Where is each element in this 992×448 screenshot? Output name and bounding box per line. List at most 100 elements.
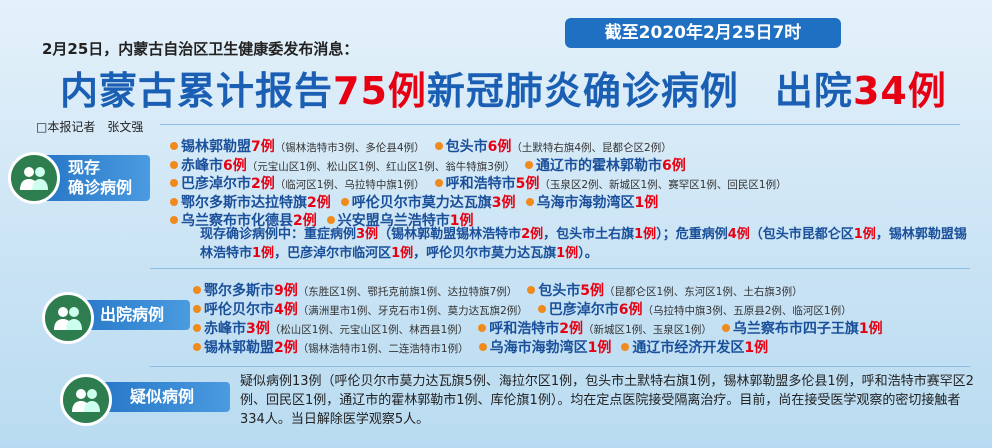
region-detail: （昆都仑区1例、东河区1例、土右旗3例） <box>604 286 803 298</box>
suspected-text: 疑似病例13例（呼伦贝尔市莫力达瓦旗5例、海拉尔区1例，包头市土默特右旗1例，锡… <box>240 374 974 427</box>
region-name: 锡林郭勒盟 <box>204 340 274 356</box>
region-name: 乌海市海勃湾区 <box>489 340 588 356</box>
item: 巴彦淖尔市6例（乌拉特中旗3例、五原县2例、临河区1例） <box>538 299 852 319</box>
case-count: 2例 <box>559 321 584 337</box>
case-count: 2例 <box>307 194 331 211</box>
region-detail: （乌拉特中旗3例、五原县2例、临河区1例） <box>642 305 852 317</box>
headline-text: 内蒙古累计报告 <box>60 69 334 113</box>
note-segment: 3例 <box>356 227 379 242</box>
region-name: 呼和浩特市 <box>445 176 516 192</box>
note-segment: ）。 <box>578 246 598 261</box>
note-segment: ，锡林郭勒盟锡林浩特市 <box>200 227 967 261</box>
case-count: 1例 <box>587 340 612 356</box>
item: 呼伦贝尔市4例（满洲里市1例、牙克石市1例、莫力达瓦旗2例） <box>193 299 528 319</box>
section-title-line: 确诊病例 <box>68 178 133 197</box>
intro: 2月25日，内蒙古自治区卫生健康委发布消息： <box>42 40 359 58</box>
region-name: 锡林郭勒盟 <box>181 139 251 155</box>
region-name: 呼和浩特市 <box>489 321 560 337</box>
headline-number: 34例 <box>852 69 947 113</box>
region-name: 巴彦淖尔市 <box>548 302 619 318</box>
note-segment: 4例 <box>727 227 750 242</box>
note-segment: 1例 <box>634 227 657 242</box>
item-row: 鄂尔多斯市达拉特旗2例 呼伦贝尔市莫力达瓦旗3例 乌海市海勃湾区1例 <box>170 192 668 212</box>
note-segment: 1例 <box>556 246 579 261</box>
people-icon <box>8 152 60 204</box>
case-count: 1例 <box>449 213 474 229</box>
item: 通辽市经济开发区1例 <box>621 337 768 357</box>
item: 通辽市的霍林郭勒市6例 <box>525 155 686 175</box>
note-segment: （包头市昆都仑区 <box>749 227 854 242</box>
note-segment: ，包头市土右旗 <box>543 227 635 242</box>
case-count: 3例 <box>246 321 270 337</box>
item: 包头市6例（土默特右旗4例、昆都仑区2例） <box>435 136 672 156</box>
item: 兴安盟乌兰浩特市1例 <box>327 210 474 230</box>
item: 赤峰市6例（元宝山区1例、松山区1例、红山区1例、翁牛特旗3例） <box>170 155 515 175</box>
item: 包头市5例（昆都仑区1例、东河区1例、土右旗3例） <box>527 280 802 300</box>
region-detail: （土默特右旗4例、昆都仑区2例） <box>511 142 672 154</box>
region-name: 包头市 <box>538 283 581 299</box>
item: 乌兰察布市化德县2例 <box>170 210 317 230</box>
region-detail: （松山区1例、元宝山区1例、林西县1例） <box>269 324 469 336</box>
region-detail: （元宝山区1例、松山区1例、红山区1例、翁牛特旗3例） <box>246 160 515 173</box>
headline-text: 出院 <box>774 69 853 113</box>
region-detail: （满洲里市1例、牙克石市1例、莫力达瓦旗2例） <box>297 305 528 317</box>
item-row: 鄂尔多斯市9例（东胜区1例、鄂托克前旗1例、达拉特旗7例） 包头市5例（昆都仑区1… <box>193 280 813 300</box>
region-name: 鄂尔多斯市 <box>204 283 274 299</box>
item: 赤峰市3例（松山区1例、元宝山区1例、林西县1例） <box>193 318 468 338</box>
item: 鄂尔多斯市9例（东胜区1例、鄂托克前旗1例、达拉特旗7例） <box>193 280 517 300</box>
item: 呼伦贝尔市莫力达瓦旗3例 <box>341 192 516 212</box>
date-badge: 截至2020年2月25日7时 <box>565 18 841 48</box>
region-name: 赤峰市 <box>204 321 246 337</box>
item: 巴彦淖尔市2例（临河区1例、乌拉特中旗1例） <box>170 173 425 193</box>
case-count: 9例 <box>274 283 298 299</box>
note-segment: （锡林郭勒盟锡林浩特市 <box>378 227 522 242</box>
item-row: 巴彦淖尔市2例（临河区1例、乌拉特中旗1例） 呼和浩特市5例（玉泉区2例、新城区1… <box>170 173 797 193</box>
case-count: 2例 <box>293 213 317 229</box>
note-segment: ）；危重病例 <box>656 227 728 242</box>
item-row: 锡林郭勒盟2例（锡林浩特市1例、二连浩特市1例） 乌海市海勃湾区1例 通辽市经济开发… <box>193 337 778 357</box>
case-count: 5例 <box>580 283 605 299</box>
item: 锡林郭勒盟2例（锡林浩特市1例、二连浩特市1例） <box>193 337 469 357</box>
region-name: 包头市 <box>445 139 488 155</box>
region-detail: （锡林浩特市3例、多伦县4例） <box>274 142 425 154</box>
note-segment: 1例 <box>853 227 876 242</box>
item-row: 赤峰市3例（松山区1例、元宝山区1例、林西县1例） 呼和浩特市2例（新城区1例、玉… <box>193 318 893 338</box>
note-segment: 现存确诊病例中：重症病例 <box>200 227 357 242</box>
divider <box>160 124 960 125</box>
headline: 内蒙古累计报告75例新冠肺炎确诊病例 出院34例 <box>60 60 947 115</box>
case-count: 1例 <box>858 321 883 337</box>
region-name: 乌兰察布市化德县 <box>181 213 293 229</box>
item: 锡林郭勒盟7例（锡林浩特市3例、多伦县4例） <box>170 136 425 156</box>
region-detail: （锡林浩特市1例、二连浩特市1例） <box>297 343 469 355</box>
section-title-line: 现存 <box>68 158 101 177</box>
region-name: 乌海市海勃湾区 <box>536 194 635 211</box>
case-count: 2例 <box>251 176 275 192</box>
item-row: 呼伦贝尔市4例（满洲里市1例、牙克石市1例、莫力达瓦旗2例） 巴彦淖尔市6例（乌拉… <box>193 299 862 319</box>
item: 呼和浩特市2例（新城区1例、玉泉区1例） <box>478 318 712 338</box>
region-name: 鄂尔多斯市达拉特旗 <box>181 194 307 211</box>
item-row: 赤峰市6例（元宝山区1例、松山区1例、红山区1例、翁牛特旗3例） 通辽市的霍林郭勒… <box>170 155 696 175</box>
item: 乌兰察布市四子王旗1例 <box>722 318 883 338</box>
case-count: 1例 <box>744 340 769 356</box>
case-count: 5例 <box>515 176 540 192</box>
region-name: 通辽市的霍林郭勒市 <box>535 157 662 174</box>
note-segment: ，巴彦淖尔市临河区 <box>274 246 392 261</box>
note-segment: ，呼伦贝尔市莫力达瓦旗 <box>413 246 557 261</box>
region-detail: （玉泉区2例、新城区1例、赛罕区1例、回民区1例） <box>539 179 787 191</box>
case-count: 6例 <box>661 157 686 174</box>
note-segment: 1例 <box>252 246 275 261</box>
item-row: 乌兰察布市化德县2例 兴安盟乌兰浩特市1例 <box>170 210 484 230</box>
case-count: 4例 <box>274 302 298 318</box>
region-name: 呼伦贝尔市 <box>204 302 274 318</box>
region-detail: （临河区1例、乌拉特中旗1例） <box>274 179 425 191</box>
region-detail: （新城区1例、玉泉区1例） <box>583 324 712 336</box>
item: 乌海市海勃湾区1例 <box>479 337 612 357</box>
region-detail: （东胜区1例、鄂托克前旗1例、达拉特旗7例） <box>297 286 518 298</box>
people-icon <box>42 292 94 344</box>
case-count: 3例 <box>491 194 516 211</box>
people-icon <box>60 374 112 426</box>
item-row: 锡林郭勒盟7例（锡林浩特市3例、多伦县4例） 包头市6例（土默特右旗4例、昆都仑区… <box>170 136 682 156</box>
item: 呼和浩特市5例（玉泉区2例、新城区1例、赛罕区1例、回民区1例） <box>435 173 787 193</box>
region-name: 呼伦贝尔市莫力达瓦旗 <box>351 194 492 211</box>
